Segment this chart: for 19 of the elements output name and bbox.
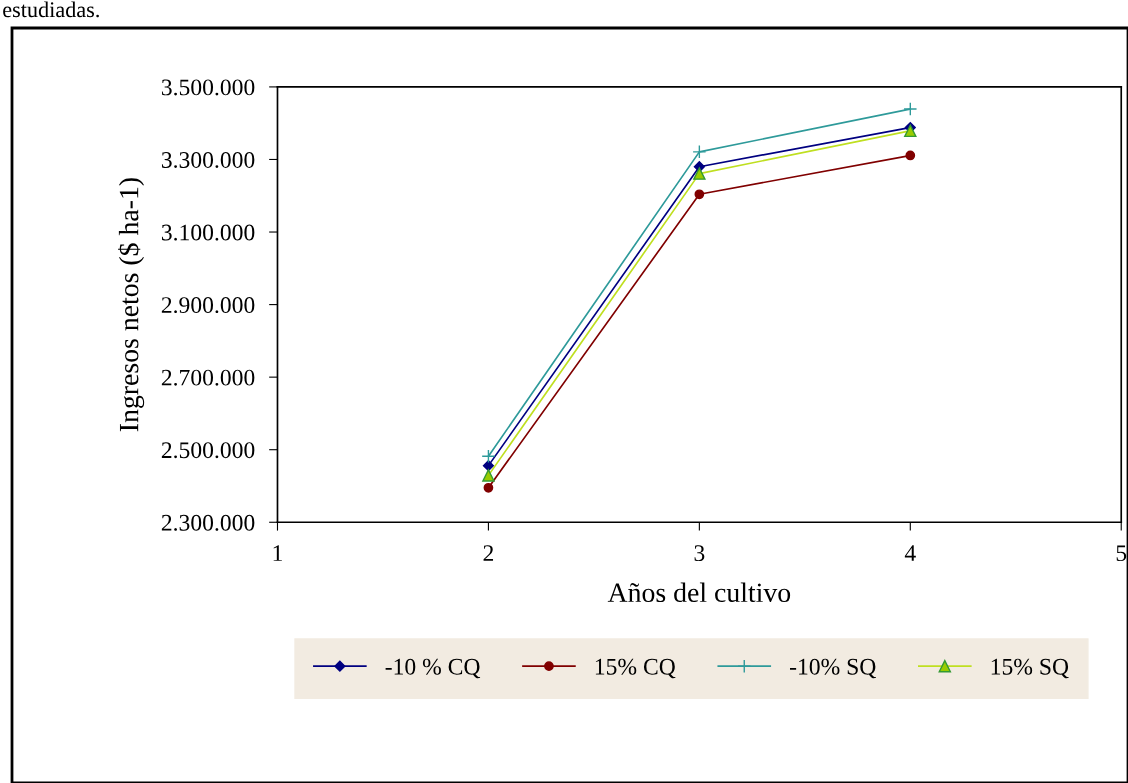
y-axis-title: Ingresos netos ($ ha-1) — [118, 178, 145, 432]
x-tick-label: 3 — [694, 545, 705, 562]
x-tick-label: 1 — [273, 545, 282, 561]
y-tick-label: 3.500.000 — [161, 79, 255, 96]
y-tick-label: 3.300.000 — [161, 151, 255, 168]
x-tick-label: 2 — [483, 545, 494, 561]
legend-label: 15% SQ — [991, 658, 1069, 679]
y-tick-label: 2.900.000 — [161, 297, 255, 314]
x-tick-label: 4 — [904, 545, 916, 561]
y-tick-label: 2.700.000 — [161, 369, 255, 386]
text: estudiadas. — [3, 1, 99, 18]
y-tick-label: 2.500.000 — [161, 442, 255, 459]
x-axis-title: Años del cultivo — [607, 582, 791, 603]
legend-label: -10% SQ — [790, 658, 876, 679]
y-tick-label: 3.100.000 — [161, 224, 255, 241]
x-tick-label: 5 — [1116, 545, 1127, 562]
legend-label: -10 % CQ — [385, 658, 481, 679]
y-tick-label: 2.300.000 — [161, 514, 255, 531]
legend-label: 15% CQ — [595, 658, 676, 679]
